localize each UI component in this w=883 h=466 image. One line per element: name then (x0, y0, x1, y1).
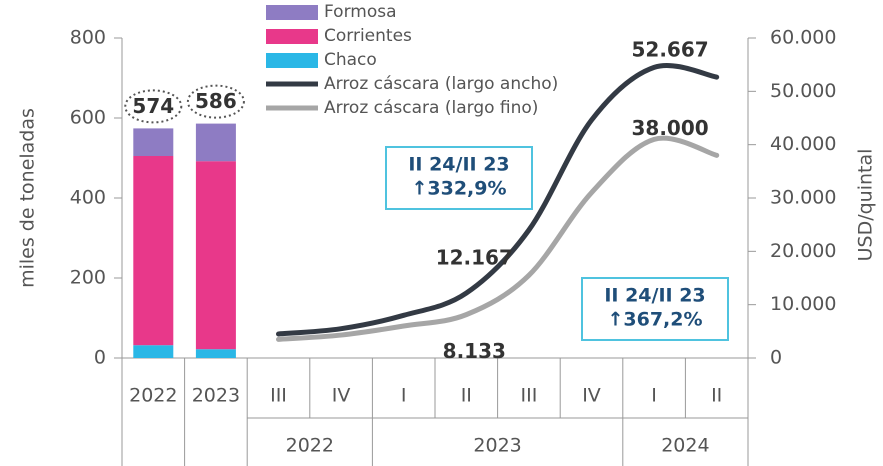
annotation-box (581, 277, 729, 341)
x-tick-label: IV (332, 385, 351, 407)
legend-swatch (266, 5, 318, 20)
y-tick-label: 800 (70, 27, 106, 49)
x-tick-label: 2022 (129, 385, 177, 407)
annotation-text: II 24/II 23 (408, 154, 509, 176)
x-tick-label: III (270, 385, 287, 407)
bar-segment (195, 123, 236, 162)
y2-tick-label: 0 (770, 347, 782, 369)
x-tick-label: II (461, 385, 472, 407)
x-tick-label: I (401, 385, 407, 407)
total-label: 586 (195, 89, 237, 113)
annotation-text: ↑332,9% (411, 178, 506, 200)
y2-axis-label: USD/quintal (855, 149, 877, 262)
value-label: 8.133 (443, 339, 506, 363)
legend-label: Arroz cáscara (largo ancho) (324, 74, 558, 94)
annotation-text: II 24/II 23 (604, 285, 705, 307)
bar-segment (195, 161, 236, 350)
legend-label: Chaco (324, 50, 377, 70)
x-group-label: 2022 (286, 435, 334, 457)
y-axis-label: miles de toneladas (17, 108, 39, 288)
bar-segment (195, 349, 236, 358)
y-tick-label: 0 (94, 347, 106, 369)
y2-tick-label: 20.000 (770, 240, 836, 262)
x-tick-label: 2023 (192, 385, 240, 407)
total-outline (124, 89, 183, 124)
y-tick-label: 200 (70, 267, 106, 289)
bar-segment (133, 156, 174, 346)
legend-swatch (266, 29, 318, 44)
y2-tick-label: 30.000 (770, 187, 836, 209)
total-label: 574 (132, 94, 174, 118)
x-tick-label: I (651, 385, 657, 407)
value-label: 38.000 (632, 116, 709, 140)
y-tick-label: 400 (70, 187, 106, 209)
x-tick-label: IV (582, 385, 601, 407)
annotation-box (385, 146, 533, 210)
total-outline (186, 84, 245, 119)
legend-label: Formosa (324, 2, 397, 22)
value-label: 12.167 (436, 246, 513, 270)
y-tick-label: 600 (70, 107, 106, 129)
line (276, 62, 720, 337)
annotation-text: ↑367,2% (607, 309, 702, 331)
x-tick-label: III (520, 385, 537, 407)
y2-tick-label: 50.000 (770, 80, 836, 102)
y2-tick-label: 60.000 (770, 27, 836, 49)
value-label: 52.667 (632, 38, 709, 62)
bar-segment (133, 345, 174, 358)
legend-label: Arroz cáscara (largo fino) (324, 98, 538, 118)
legend-swatch (266, 53, 318, 68)
bar-segment (133, 128, 174, 156)
y2-tick-label: 40.000 (770, 133, 836, 155)
x-tick-label: II (711, 385, 722, 407)
x-group-label: 2023 (473, 435, 521, 457)
line (276, 135, 720, 342)
legend-label: Corrientes (324, 26, 412, 46)
x-group-label: 2024 (661, 435, 709, 457)
y2-tick-label: 10.000 (770, 293, 836, 315)
